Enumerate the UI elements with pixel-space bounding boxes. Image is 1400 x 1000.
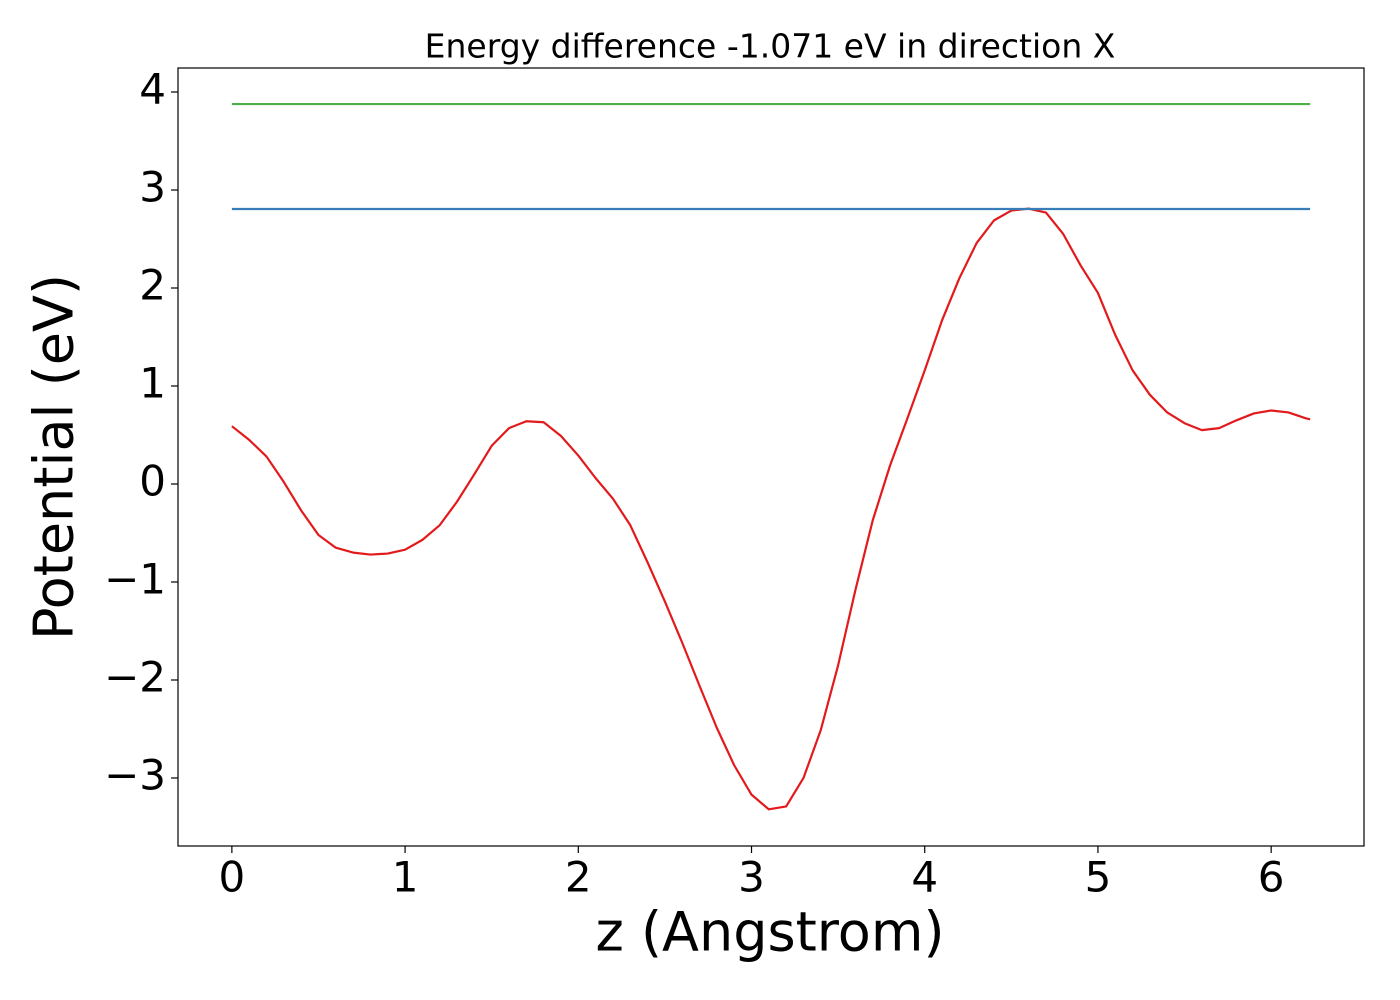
plot-frame [177, 67, 1365, 847]
x-tick-label: 6 [1258, 853, 1285, 902]
x-axis-label: z (Angstrom) [595, 901, 944, 964]
x-tick-label: 4 [911, 853, 938, 902]
y-tick-label: 1 [139, 359, 166, 408]
x-tick-label: 3 [738, 853, 765, 902]
y-tick-label: −1 [104, 554, 166, 603]
y-axis-label: Potential (eV) [23, 274, 86, 640]
y-tick-label: −3 [104, 750, 166, 799]
chart-title: Energy difference -1.071 eV in direction… [425, 27, 1116, 66]
y-tick-label: 4 [139, 65, 166, 114]
y-tick-label: 2 [139, 261, 166, 310]
y-tick-label: 0 [139, 456, 166, 505]
x-tick-label: 0 [219, 853, 246, 902]
x-tick-label: 1 [392, 853, 419, 902]
y-tick-label: 3 [139, 163, 166, 212]
x-tick-label: 2 [565, 853, 592, 902]
series-line [231, 207, 1311, 811]
y-tick-label: −2 [104, 652, 166, 701]
x-tick-label: 5 [1085, 853, 1112, 902]
